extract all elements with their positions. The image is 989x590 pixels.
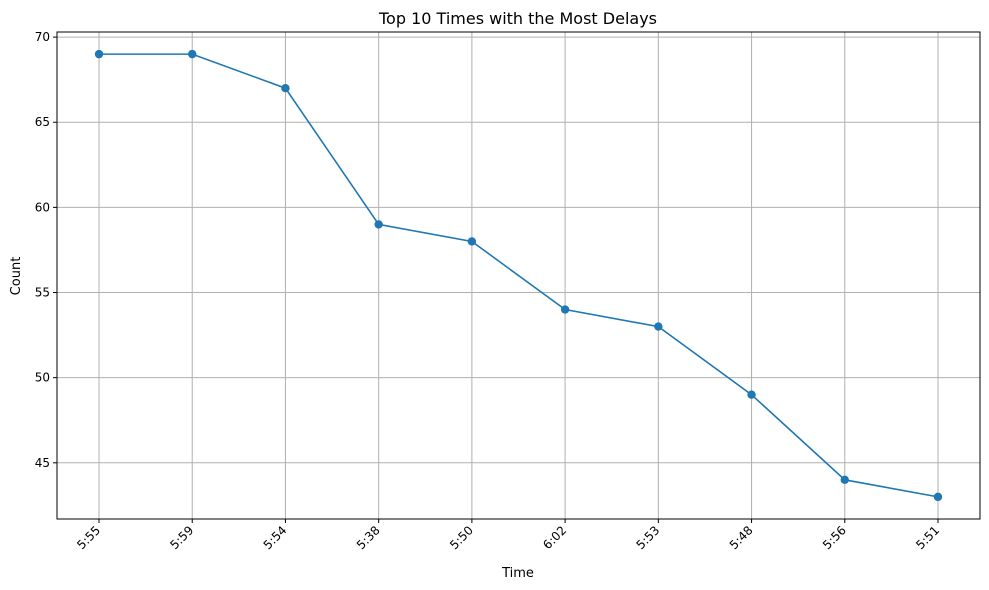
x-tick-label: 5:56 [820,523,849,552]
x-tick-label: 5:38 [354,523,383,552]
data-point [840,475,849,485]
x-tick-label: 5:54 [261,523,290,552]
x-tick-label: 5:50 [447,523,476,552]
x-axis-label: Time [501,566,534,581]
y-tick-label: 55 [35,286,50,300]
x-tick-label: 6:02 [540,523,569,552]
grid [57,32,980,519]
x-tick-label: 5:51 [913,523,942,552]
data-point [374,220,383,229]
x-tick-label: 5:48 [727,523,756,552]
x-tick-label: 5:55 [74,523,103,552]
data-point [747,390,756,399]
x-tick-label: 5:53 [633,523,662,552]
x-tick-label: 5:59 [167,523,196,552]
data-point [467,237,477,246]
y-tick-label: 65 [35,115,50,129]
y-tick-label: 60 [35,200,50,214]
data-point [654,322,663,331]
data-point [94,49,104,59]
data-point [188,49,197,59]
chart-title: Top 10 Times with the Most Delays [378,9,657,28]
data-point [933,492,943,502]
series-layer [94,49,943,502]
series-line [99,53,939,498]
y-tick-label: 45 [35,456,50,470]
data-point [560,305,570,314]
y-tick-label: 70 [35,30,50,44]
x-axis: 5:55 5:59 5:54 5:38 5:50 6:02 5:53 5:48 5:56 5:51 [74,519,942,552]
y-tick-label: 50 [35,371,50,385]
data-point [281,83,290,93]
plot-frame [56,31,981,520]
y-axis-label: Count [9,257,24,296]
y-axis: 45 50 55 60 65 70 [35,30,57,470]
